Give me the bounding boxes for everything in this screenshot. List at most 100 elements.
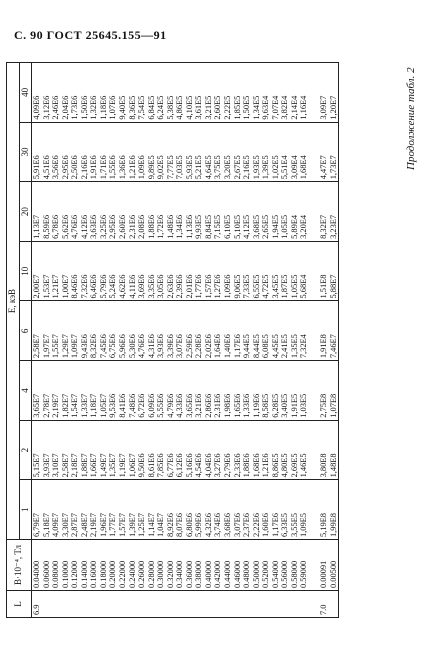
flux-value: 1,66E7 bbox=[89, 453, 99, 478]
flux-value: 2,78E7 bbox=[41, 393, 51, 418]
flux-value: 4,04E6 bbox=[203, 453, 213, 478]
flux-value: 2,08E6 bbox=[137, 214, 147, 239]
flux-value: 4,54E6 bbox=[194, 453, 204, 478]
flux-value: 1,09E7 bbox=[70, 334, 80, 359]
flux-value: 1,57E7 bbox=[118, 513, 128, 537]
flux-value: 5,18E7 bbox=[41, 513, 51, 537]
header-cell: 1 bbox=[19, 479, 32, 540]
flux-value: 2,46E6 bbox=[51, 95, 61, 120]
flux-value: 9,89E5 bbox=[146, 155, 156, 180]
flux-value: 1,73E7 bbox=[328, 155, 338, 180]
b-value: 0.20000 bbox=[108, 560, 118, 588]
flux-value: 7,32E6 bbox=[79, 274, 89, 299]
flux-value: 4,09E7 bbox=[51, 513, 61, 537]
flux-value: 1,48E8 bbox=[328, 453, 338, 478]
value-cell: 5,91E6 4,51E6 3,56E6 2,95E6 2,50E6 2,16E6 1,91… bbox=[31, 122, 309, 182]
flux-value: 1,35E7 bbox=[108, 453, 118, 478]
flux-value: 2,48E7 bbox=[79, 513, 89, 537]
flux-value: 1,33E7 bbox=[79, 393, 89, 418]
flux-value: 1,97E7 bbox=[41, 334, 51, 359]
flux-value: 1,91E6 bbox=[89, 155, 99, 180]
flux-value: 8,32E6 bbox=[89, 334, 99, 359]
flux-value: 1,09E6 bbox=[223, 274, 233, 299]
flux-value: 6,12E6 bbox=[175, 453, 185, 478]
b-value: 0.06000 bbox=[41, 560, 51, 588]
b-value: 0.22000 bbox=[118, 560, 128, 588]
flux-value: 3,68E5 bbox=[251, 214, 261, 239]
flux-value: 1,77E6 bbox=[194, 274, 204, 299]
flux-value: 7,03E5 bbox=[175, 155, 185, 180]
flux-value: 3,07E6 bbox=[175, 334, 185, 359]
b-value: 0.58000 bbox=[289, 560, 299, 588]
flux-value: 8,84E5 bbox=[203, 214, 213, 239]
flux-value: 6,33E5 bbox=[280, 513, 290, 537]
flux-value: 3,75E5 bbox=[213, 155, 223, 180]
b-value: 0.46000 bbox=[232, 560, 242, 588]
header-cell: 2 bbox=[19, 420, 32, 480]
flux-value: 7,15E5 bbox=[213, 214, 223, 239]
flux-value: 7,32E4 bbox=[299, 334, 309, 359]
value-cell: 8,32E7 3,23E7 bbox=[308, 181, 339, 242]
b-value: 0.50000 bbox=[251, 560, 261, 588]
flux-value: 5,30E6 bbox=[127, 334, 137, 359]
flux-value: 5,68E4 bbox=[299, 274, 309, 299]
flux-value: 7,07E4 bbox=[270, 95, 280, 120]
flux-value: 1,27E6 bbox=[213, 274, 223, 299]
b-value: 0.42000 bbox=[213, 560, 223, 588]
flux-value: 8,07E6 bbox=[175, 513, 185, 537]
flux-value: 2,69E5 bbox=[289, 453, 299, 478]
flux-value: 4,31E6 bbox=[146, 334, 156, 359]
flux-value: 5,24E6 bbox=[108, 274, 118, 299]
flux-value: 5,62E6 bbox=[60, 214, 70, 239]
header-cell: 10 bbox=[19, 241, 32, 301]
header-cell: 4 bbox=[19, 360, 32, 421]
flux-value: 1,60E6 bbox=[261, 513, 271, 537]
flux-value: 1,82E7 bbox=[60, 393, 70, 418]
flux-value: 1,05E5 bbox=[280, 214, 290, 239]
flux-value: 4,09E6 bbox=[32, 95, 42, 120]
flux-value: 1,17E6 bbox=[270, 513, 280, 537]
flux-value: 2,87E7 bbox=[70, 513, 80, 537]
value-cell: 5,15E7 3,93E7 3,10E7 2,58E7 2,18E7 1,88E7 1,66… bbox=[31, 420, 309, 480]
b-value: 0.04000 bbox=[32, 560, 42, 588]
flux-value: 7,46E7 bbox=[328, 334, 338, 359]
l-value: 7.0 bbox=[318, 604, 328, 615]
table-row: 7.0 0.00091 0.00500 5,19E8 1,99E8 3,80E8 1,48E… bbox=[308, 62, 339, 618]
rotated-table: L B·10⁻⁴, Тл E, кэВ 1 2 4 6 10 20 30 40 6.9 0.04… bbox=[6, 62, 402, 618]
flux-value: 2,28E6 bbox=[194, 334, 204, 359]
flux-value: 5,91E6 bbox=[32, 155, 42, 180]
table-body: 6.9 0.04000 0.06000 0.08000 0.10000 0.12000 0.… bbox=[31, 62, 339, 618]
header-cell: 6 bbox=[19, 301, 32, 361]
flux-value: 2,18E7 bbox=[70, 453, 80, 478]
flux-value: 3,68E6 bbox=[223, 513, 233, 537]
flux-value: 1,50E6 bbox=[79, 95, 89, 120]
flux-value: 2,22E6 bbox=[251, 513, 261, 537]
header-cell: 40 bbox=[19, 62, 32, 123]
flux-value: 2,65E5 bbox=[261, 214, 271, 239]
flux-value: 1,29E7 bbox=[60, 334, 70, 359]
flux-value: 3,10E7 bbox=[51, 453, 61, 478]
flux-value: 5,51E4 bbox=[280, 155, 290, 180]
flux-value: 1,18E6 bbox=[98, 95, 108, 120]
flux-value: 9,43E6 bbox=[79, 334, 89, 359]
flux-value: 2,58E7 bbox=[60, 453, 70, 478]
b-value: 0.36000 bbox=[184, 560, 194, 588]
flux-value: 1,19E6 bbox=[251, 393, 261, 418]
flux-value: 3,65E6 bbox=[184, 393, 194, 418]
flux-value: 1,21E6 bbox=[261, 453, 271, 478]
flux-value: 3,65E7 bbox=[32, 393, 42, 418]
flux-value: 1,14E7 bbox=[146, 513, 156, 537]
l-cell: 7.0 bbox=[308, 590, 339, 618]
l-value: 6.9 bbox=[32, 604, 42, 615]
flux-value: 9,93E5 bbox=[194, 214, 204, 239]
flux-value: 5,79E6 bbox=[98, 274, 108, 299]
flux-value: 4,32E6 bbox=[203, 513, 213, 537]
flux-value: 1,07E6 bbox=[108, 95, 118, 120]
flux-value: 1,50E5 bbox=[242, 95, 252, 120]
flux-value: 2,37E6 bbox=[242, 513, 252, 537]
flux-value: 1,40E6 bbox=[223, 334, 233, 359]
b-value: 0.26000 bbox=[137, 560, 147, 588]
flux-value: 3,69E6 bbox=[137, 274, 147, 299]
flux-value: 1,51E8 bbox=[318, 274, 328, 299]
